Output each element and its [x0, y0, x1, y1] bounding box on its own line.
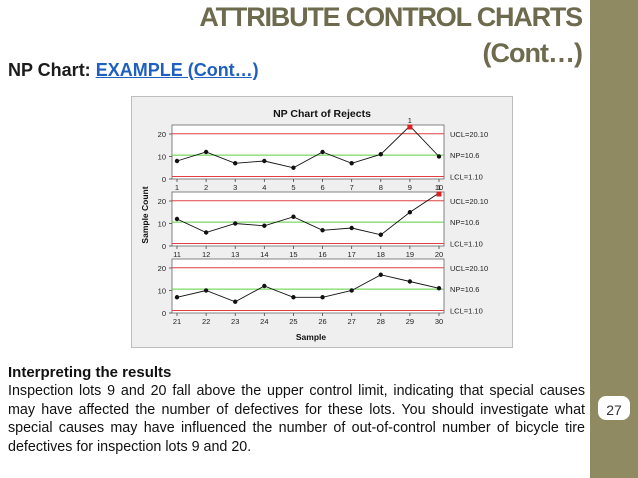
panel-3-x-tick-label: 26: [318, 317, 326, 326]
panel-1-y-tick-label: 10: [158, 153, 166, 162]
data-point: [436, 286, 442, 291]
panel-1-x-tick-label: 10: [435, 183, 443, 192]
interpretation-body: Inspection lots 9 and 20 fall above the …: [8, 383, 585, 455]
panel-3-x-tick-label: 27: [347, 317, 355, 326]
panel-1-y-tick-label: 20: [158, 130, 166, 139]
section-heading-label: NP Chart:: [8, 60, 96, 80]
panel-3-x-tick-label: 23: [231, 317, 239, 326]
interpretation-heading: Interpreting the results: [8, 364, 172, 381]
y-axis-label: Sample Count: [140, 186, 150, 243]
panel-2-x-tick-label: 15: [289, 250, 297, 259]
panel-2-x-tick-label: 18: [377, 250, 385, 259]
panel-1-x-tick-label: 9: [408, 183, 412, 192]
panel-2-x-tick-label: 17: [347, 250, 355, 259]
data-point: [407, 279, 413, 284]
chart-title: NP Chart of Rejects: [273, 108, 371, 120]
data-point: [320, 228, 325, 233]
data-point: [349, 288, 354, 293]
out-of-control-marker: 1: [408, 118, 412, 125]
data-point: [407, 210, 413, 215]
page-number: 27: [596, 394, 632, 422]
data-point: [203, 288, 209, 293]
section-heading: NP Chart: EXAMPLE (Cont…): [8, 60, 259, 81]
panel-1-y-tick-label: 0: [162, 175, 166, 184]
panel-1-x-tick-label: 7: [350, 183, 354, 192]
data-point: [203, 230, 209, 235]
panel-3-plot-area: [171, 258, 445, 314]
panel-3-x-tick-label: 24: [260, 317, 268, 326]
panel-3-y-tick-label: 0: [162, 309, 166, 318]
panel-2-y-tick-label: 0: [162, 242, 166, 251]
panel-2-lcl-label: LCL=1.10: [450, 240, 483, 249]
data-point: [291, 214, 296, 219]
panel-2-ucl-label: UCL=20.10: [450, 197, 488, 206]
panel-3-x-tick-label: 22: [202, 317, 210, 326]
out-of-control-marker: 1: [437, 185, 441, 192]
data-point: [262, 223, 267, 228]
data-point: [320, 295, 325, 300]
data-point: [378, 232, 383, 237]
panel-1-x-tick-label: 3: [233, 183, 237, 192]
data-point: [262, 158, 267, 164]
interpretation-block: Interpreting the results Inspection lots…: [8, 364, 585, 456]
slide-title-continued: (Cont…): [482, 38, 583, 68]
panel-3-x-tick-label: 30: [435, 317, 443, 326]
panel-2-x-tick-label: 16: [318, 250, 326, 259]
panel-1-x-tick-label: 5: [291, 183, 295, 192]
panel-2-x-tick-label: 20: [435, 250, 443, 259]
panel-1-x-tick-label: 6: [320, 183, 324, 192]
panel-1-x-tick-label: 1: [175, 183, 179, 192]
data-point: [174, 295, 180, 300]
x-axis-label: Sample: [296, 332, 327, 342]
data-point: [349, 225, 354, 231]
data-point: [378, 152, 383, 157]
data-point: [320, 149, 325, 155]
np-chart: NP Chart of Rejects Sample Count Sample UCL…: [131, 96, 513, 348]
panel-2-x-tick-label: 19: [406, 250, 414, 259]
panel-2-x-tick-label: 14: [260, 250, 268, 259]
out-of-control-point: [436, 191, 442, 197]
data-point: [233, 299, 238, 304]
panel-1-x-tick-label: 8: [379, 183, 383, 192]
data-point: [203, 149, 209, 155]
panel-3-x-tick-label: 29: [406, 317, 414, 326]
data-point: [436, 154, 442, 159]
example-link[interactable]: EXAMPLE (Cont…): [95, 60, 259, 80]
panel-3-lcl-label: LCL=1.10: [450, 307, 483, 316]
data-point: [174, 158, 180, 164]
out-of-control-point: [407, 124, 413, 130]
data-point: [291, 165, 296, 170]
panel-3-y-tick-label: 20: [158, 264, 166, 273]
panel-1-series-line: [176, 125, 440, 169]
panel-3-y-tick-label: 10: [158, 287, 166, 296]
panel-3-ucl-label: UCL=20.10: [450, 264, 488, 273]
panel-2-x-tick-label: 13: [231, 250, 239, 259]
panel-1-ucl-label: UCL=20.10: [450, 130, 488, 139]
panel-3-series-line: [176, 274, 440, 303]
np-chart-svg: NP Chart of Rejects Sample Count Sample UCL…: [140, 108, 488, 342]
panel-1-center-label: NP=10.6: [450, 151, 479, 160]
data-point: [291, 295, 296, 300]
data-point: [233, 221, 238, 226]
panel-2-series-line: [176, 192, 440, 236]
panel-2-y-tick-label: 20: [158, 197, 166, 206]
panel-1-x-tick-label: 2: [204, 183, 208, 192]
panel-3-x-tick-label: 25: [289, 317, 297, 326]
panel-3-x-tick-label: 21: [173, 317, 181, 326]
panel-1-lcl-label: LCL=1.10: [450, 173, 483, 182]
panel-3-center-label: NP=10.6: [450, 285, 479, 294]
data-point: [174, 216, 180, 222]
data-point: [349, 161, 354, 166]
panel-1-x-tick-label: 4: [262, 183, 266, 192]
panel-2-center-label: NP=10.6: [450, 218, 479, 227]
data-point: [378, 272, 383, 277]
panel-2-y-tick-label: 10: [158, 220, 166, 229]
panel-2-x-tick-label: 12: [202, 250, 210, 259]
panel-2-x-tick-label: 11: [173, 250, 181, 259]
panel-3-x-tick-label: 28: [377, 317, 385, 326]
slide-title: ATTRIBUTE CONTROL CHARTS: [199, 2, 583, 32]
data-point: [262, 283, 267, 289]
panel-2-plot-area: [171, 191, 445, 247]
data-point: [233, 161, 238, 166]
